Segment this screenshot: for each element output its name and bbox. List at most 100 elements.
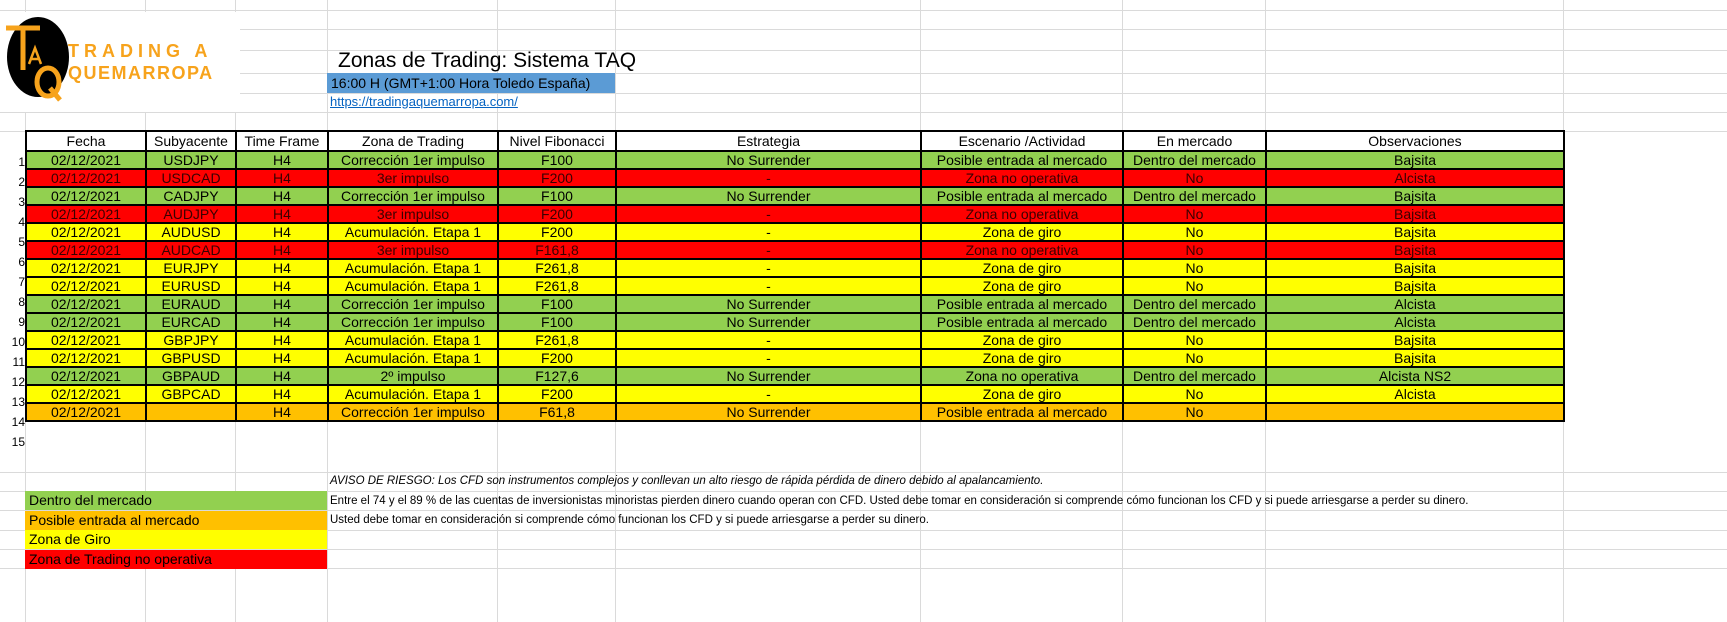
table-cell[interactable]: 02/12/2021 <box>25 402 147 422</box>
row-number[interactable]: 13 <box>11 395 25 409</box>
row-number[interactable]: 7 <box>18 275 25 289</box>
table-cell[interactable]: No <box>1122 222 1267 242</box>
table-cell[interactable]: Bajsita <box>1265 186 1565 206</box>
table-cell[interactable]: Zona no operativa <box>920 240 1124 260</box>
table-cell[interactable]: AUDUSD <box>145 222 237 242</box>
table-cell[interactable]: Acumulación. Etapa 1 <box>327 384 499 404</box>
table-cell[interactable]: H4 <box>235 348 329 368</box>
table-cell[interactable]: No <box>1122 276 1267 296</box>
table-cell[interactable]: Bajsita <box>1265 204 1565 224</box>
table-cell[interactable]: - <box>615 258 922 278</box>
table-cell[interactable]: CADJPY <box>145 186 237 206</box>
table-cell[interactable]: Corrección 1er impulso <box>327 186 499 206</box>
table-cell[interactable]: GBPCAD <box>145 384 237 404</box>
table-cell[interactable]: F261,8 <box>497 258 617 278</box>
table-cell[interactable]: 02/12/2021 <box>25 222 147 242</box>
table-cell[interactable]: H4 <box>235 330 329 350</box>
table-cell[interactable]: 2º impulso <box>327 366 499 386</box>
table-cell[interactable]: - <box>615 222 922 242</box>
table-cell[interactable]: F100 <box>497 312 617 332</box>
table-cell[interactable]: F100 <box>497 186 617 206</box>
row-number[interactable]: 3 <box>18 195 25 209</box>
table-cell[interactable]: Alcista <box>1265 384 1565 404</box>
table-cell[interactable]: F100 <box>497 150 617 170</box>
table-cell[interactable]: - <box>615 384 922 404</box>
table-cell[interactable]: 02/12/2021 <box>25 258 147 278</box>
table-cell[interactable]: Alcista <box>1265 168 1565 188</box>
table-cell[interactable]: Corrección 1er impulso <box>327 312 499 332</box>
table-cell[interactable]: GBPAUD <box>145 366 237 386</box>
table-cell[interactable]: - <box>615 276 922 296</box>
column-header[interactable]: Nivel Fibonacci <box>497 130 617 152</box>
table-cell[interactable]: No <box>1122 330 1267 350</box>
table-cell[interactable]: Bajsita <box>1265 276 1565 296</box>
table-cell[interactable]: - <box>615 348 922 368</box>
table-cell[interactable]: Acumulación. Etapa 1 <box>327 330 499 350</box>
table-cell[interactable]: F261,8 <box>497 330 617 350</box>
table-cell[interactable]: - <box>615 204 922 224</box>
table-cell[interactable]: No Surrender <box>615 294 922 314</box>
table-cell[interactable]: F161,8 <box>497 240 617 260</box>
table-cell[interactable]: No <box>1122 258 1267 278</box>
table-cell[interactable]: No <box>1122 402 1267 422</box>
table-cell[interactable]: H4 <box>235 150 329 170</box>
table-cell[interactable]: 02/12/2021 <box>25 312 147 332</box>
table-cell[interactable]: Posible entrada al mercado <box>920 312 1124 332</box>
table-cell[interactable]: Alcista <box>1265 312 1565 332</box>
table-cell[interactable]: H4 <box>235 312 329 332</box>
table-cell[interactable]: Bajsita <box>1265 258 1565 278</box>
table-cell[interactable]: Zona no operativa <box>920 366 1124 386</box>
table-cell[interactable]: 02/12/2021 <box>25 330 147 350</box>
table-cell[interactable]: EURCAD <box>145 312 237 332</box>
table-cell[interactable]: - <box>615 240 922 260</box>
table-cell[interactable]: AUDJPY <box>145 204 237 224</box>
table-cell[interactable]: Posible entrada al mercado <box>920 186 1124 206</box>
table-cell[interactable]: 02/12/2021 <box>25 240 147 260</box>
table-cell[interactable]: Bajsita <box>1265 240 1565 260</box>
table-cell[interactable]: H4 <box>235 294 329 314</box>
table-cell[interactable]: F200 <box>497 384 617 404</box>
table-cell[interactable]: No <box>1122 204 1267 224</box>
column-header[interactable]: Fecha <box>25 130 147 152</box>
table-cell[interactable]: Dentro del mercado <box>1122 366 1267 386</box>
table-cell[interactable]: H4 <box>235 240 329 260</box>
table-cell[interactable]: No Surrender <box>615 366 922 386</box>
table-cell[interactable]: Dentro del mercado <box>1122 294 1267 314</box>
table-cell[interactable]: Zona no operativa <box>920 204 1124 224</box>
row-number[interactable]: 15 <box>11 435 25 449</box>
table-cell[interactable]: 02/12/2021 <box>25 186 147 206</box>
table-cell[interactable]: H4 <box>235 276 329 296</box>
table-cell[interactable]: Bajsita <box>1265 348 1565 368</box>
table-cell[interactable] <box>1265 402 1565 422</box>
table-cell[interactable]: No <box>1122 348 1267 368</box>
table-cell[interactable]: H4 <box>235 258 329 278</box>
table-cell[interactable]: EURAUD <box>145 294 237 314</box>
table-cell[interactable]: Zona de giro <box>920 348 1124 368</box>
row-number[interactable]: 2 <box>18 175 25 189</box>
row-number[interactable]: 4 <box>18 215 25 229</box>
table-cell[interactable]: 02/12/2021 <box>25 168 147 188</box>
table-cell[interactable]: F61,8 <box>497 402 617 422</box>
table-cell[interactable]: Zona de giro <box>920 258 1124 278</box>
table-cell[interactable]: H4 <box>235 384 329 404</box>
table-cell[interactable]: 02/12/2021 <box>25 384 147 404</box>
table-cell[interactable]: No Surrender <box>615 312 922 332</box>
table-cell[interactable]: No <box>1122 168 1267 188</box>
table-cell[interactable]: Corrección 1er impulso <box>327 402 499 422</box>
table-cell[interactable]: GBPUSD <box>145 348 237 368</box>
table-cell[interactable]: No <box>1122 384 1267 404</box>
row-number[interactable]: 5 <box>18 235 25 249</box>
table-cell[interactable]: - <box>615 168 922 188</box>
table-cell[interactable]: Zona de giro <box>920 276 1124 296</box>
column-header[interactable]: Subyacente <box>145 130 237 152</box>
table-cell[interactable]: Dentro del mercado <box>1122 186 1267 206</box>
column-header[interactable]: Estrategia <box>615 130 922 152</box>
table-cell[interactable]: Corrección 1er impulso <box>327 150 499 170</box>
table-cell[interactable]: No <box>1122 240 1267 260</box>
table-cell[interactable]: Acumulación. Etapa 1 <box>327 222 499 242</box>
table-cell[interactable]: F200 <box>497 168 617 188</box>
table-cell[interactable]: H4 <box>235 402 329 422</box>
column-header[interactable]: Observaciones <box>1265 130 1565 152</box>
table-cell[interactable]: Alcista NS2 <box>1265 366 1565 386</box>
table-cell[interactable]: H4 <box>235 366 329 386</box>
